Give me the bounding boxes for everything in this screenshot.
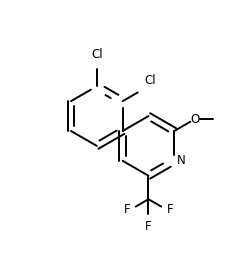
Text: F: F [166, 203, 173, 216]
Text: F: F [124, 203, 130, 216]
Text: Cl: Cl [91, 48, 102, 61]
Text: Cl: Cl [144, 74, 156, 87]
Text: F: F [145, 220, 152, 233]
Text: O: O [190, 113, 199, 126]
Text: N: N [177, 154, 186, 167]
